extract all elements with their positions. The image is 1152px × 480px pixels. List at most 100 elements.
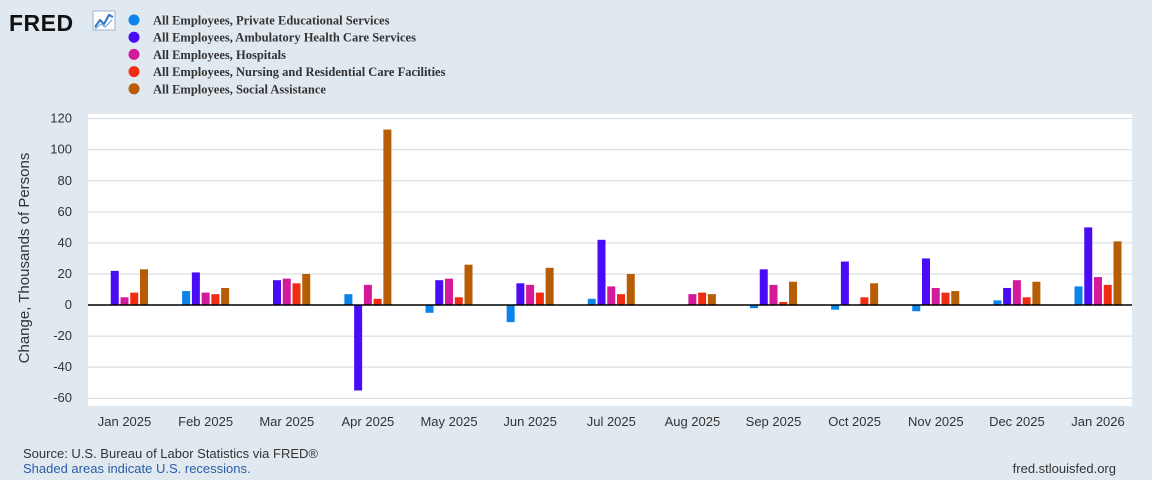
y-tick-label: 0 bbox=[65, 297, 72, 312]
bar-3-may-2025[interactable] bbox=[445, 278, 453, 306]
source-note: Source: U.S. Bureau of Labor Statistics … bbox=[23, 446, 318, 461]
y-tick-label: 20 bbox=[58, 266, 72, 281]
bar-4-aug-2025[interactable] bbox=[698, 292, 707, 306]
bar-2-jan-2026[interactable] bbox=[1084, 227, 1093, 306]
bar-5-nov-2025[interactable] bbox=[951, 291, 960, 306]
fred-logo[interactable]: FRED bbox=[9, 10, 116, 36]
bar-5-may-2025[interactable] bbox=[464, 264, 473, 306]
x-tick-label: Jun 2025 bbox=[503, 414, 557, 429]
y-tick-label: 120 bbox=[50, 111, 72, 126]
bar-1-jan-2026[interactable] bbox=[1074, 286, 1083, 306]
bar-5-jun-2025[interactable] bbox=[545, 267, 554, 306]
chart-legend: All Employees, Private Educational Servi… bbox=[128, 14, 446, 96]
bar-1-jul-2025[interactable] bbox=[587, 298, 596, 306]
bar-5-jan-2026[interactable] bbox=[1113, 241, 1122, 306]
bar-5-feb-2025[interactable] bbox=[221, 287, 230, 306]
bar-1-oct-2025[interactable] bbox=[831, 305, 840, 310]
y-tick-label: 100 bbox=[50, 142, 72, 157]
bar-5-sep-2025[interactable] bbox=[789, 281, 797, 306]
bar-2-may-2025[interactable] bbox=[435, 280, 444, 306]
bar-2-jun-2025[interactable] bbox=[516, 283, 525, 306]
y-tick-label: -60 bbox=[53, 390, 72, 405]
bar-4-may-2025[interactable] bbox=[454, 297, 463, 306]
bar-3-jul-2025[interactable] bbox=[607, 286, 616, 306]
bar-3-feb-2025[interactable] bbox=[201, 292, 210, 306]
recession-note-link[interactable]: Shaded areas indicate U.S. recessions. bbox=[23, 461, 251, 476]
bar-2-jan-2025[interactable] bbox=[110, 270, 119, 306]
bar-4-feb-2025[interactable] bbox=[211, 294, 220, 306]
bar-3-jan-2025[interactable] bbox=[120, 297, 129, 306]
bar-5-aug-2025[interactable] bbox=[707, 294, 716, 306]
bar-5-mar-2025[interactable] bbox=[302, 273, 311, 306]
bar-5-jul-2025[interactable] bbox=[626, 273, 635, 306]
legend-marker bbox=[128, 14, 140, 26]
bar-4-oct-2025[interactable] bbox=[860, 297, 869, 306]
bars bbox=[101, 129, 1122, 391]
legend-item[interactable]: All Employees, Ambulatory Health Care Se… bbox=[128, 31, 417, 45]
bar-3-jun-2025[interactable] bbox=[526, 284, 535, 306]
bar-4-mar-2025[interactable] bbox=[292, 283, 301, 306]
bar-3-aug-2025[interactable] bbox=[688, 294, 697, 306]
bar-4-dec-2025[interactable] bbox=[1022, 297, 1031, 306]
bar-1-nov-2025[interactable] bbox=[912, 305, 921, 312]
legend-item[interactable]: All Employees, Private Educational Servi… bbox=[128, 14, 390, 28]
bar-2-feb-2025[interactable] bbox=[191, 272, 200, 306]
legend-label: All Employees, Private Educational Servi… bbox=[153, 14, 390, 28]
y-tick-label: -20 bbox=[53, 328, 72, 343]
bar-5-apr-2025[interactable] bbox=[383, 129, 392, 306]
y-axis-ticks: -60 -40 -20 0 20 40 60 80 100 120 bbox=[50, 111, 72, 406]
bar-1-apr-2025[interactable] bbox=[344, 294, 353, 306]
y-tick-label: 80 bbox=[58, 173, 72, 188]
bar-3-apr-2025[interactable] bbox=[363, 284, 372, 306]
bar-2-dec-2025[interactable] bbox=[1003, 287, 1012, 306]
bar-4-jul-2025[interactable] bbox=[617, 294, 625, 306]
legend-label: All Employees, Nursing and Residential C… bbox=[153, 65, 446, 79]
bar-1-sep-2025[interactable] bbox=[750, 305, 758, 309]
bar-2-apr-2025[interactable] bbox=[354, 305, 363, 391]
fred-logo-graph-icon bbox=[92, 10, 116, 31]
bar-4-jun-2025[interactable] bbox=[535, 292, 544, 306]
bar-1-feb-2025[interactable] bbox=[182, 291, 191, 306]
bar-1-may-2025[interactable] bbox=[425, 305, 434, 313]
bar-2-jul-2025[interactable] bbox=[597, 239, 606, 306]
bar-4-jan-2025[interactable] bbox=[130, 292, 139, 306]
bar-3-nov-2025[interactable] bbox=[931, 287, 940, 306]
bar-4-sep-2025[interactable] bbox=[779, 301, 788, 306]
bar-4-nov-2025[interactable] bbox=[941, 292, 950, 306]
x-tick-label: Apr 2025 bbox=[342, 414, 395, 429]
bar-2-oct-2025[interactable] bbox=[840, 261, 849, 306]
legend-label: All Employees, Ambulatory Health Care Se… bbox=[153, 31, 416, 45]
x-tick-label: Sep 2025 bbox=[746, 414, 802, 429]
legend-marker bbox=[128, 31, 140, 43]
bar-5-jan-2025[interactable] bbox=[140, 269, 148, 306]
bar-3-sep-2025[interactable] bbox=[769, 284, 778, 306]
legend-item[interactable]: All Employees, Social Assistance bbox=[128, 82, 327, 96]
bar-3-mar-2025[interactable] bbox=[282, 278, 291, 306]
legend-marker bbox=[128, 83, 140, 95]
bar-2-nov-2025[interactable] bbox=[922, 258, 930, 306]
x-tick-label: Jul 2025 bbox=[587, 414, 636, 429]
gridlines bbox=[88, 118, 1132, 399]
legend-label: All Employees, Social Assistance bbox=[153, 82, 326, 96]
bar-3-dec-2025[interactable] bbox=[1012, 280, 1021, 306]
bar-4-jan-2026[interactable] bbox=[1103, 284, 1112, 306]
bar-2-mar-2025[interactable] bbox=[273, 280, 281, 306]
legend-label: All Employees, Hospitals bbox=[153, 48, 286, 62]
bar-2-sep-2025[interactable] bbox=[759, 269, 768, 306]
x-tick-label: Nov 2025 bbox=[908, 414, 964, 429]
legend-item[interactable]: All Employees, Nursing and Residential C… bbox=[128, 65, 446, 79]
x-axis-ticks: Jan 2025 Feb 2025 Mar 2025 Apr 2025 May 2025… bbox=[98, 414, 1125, 429]
x-tick-label: May 2025 bbox=[420, 414, 477, 429]
fred-url[interactable]: fred.stlouisfed.org bbox=[1013, 461, 1116, 476]
x-tick-label: Mar 2025 bbox=[259, 414, 314, 429]
bar-3-jan-2026[interactable] bbox=[1094, 277, 1102, 306]
legend-item[interactable]: All Employees, Hospitals bbox=[128, 48, 287, 62]
bar-4-apr-2025[interactable] bbox=[373, 298, 382, 306]
bar-1-dec-2025[interactable] bbox=[993, 300, 1002, 306]
y-axis-title: Change, Thousands of Persons bbox=[16, 153, 33, 364]
bar-5-oct-2025[interactable] bbox=[870, 283, 879, 306]
x-tick-label: Jan 2025 bbox=[98, 414, 152, 429]
bar-5-dec-2025[interactable] bbox=[1032, 281, 1041, 306]
bar-1-jun-2025[interactable] bbox=[506, 305, 515, 323]
